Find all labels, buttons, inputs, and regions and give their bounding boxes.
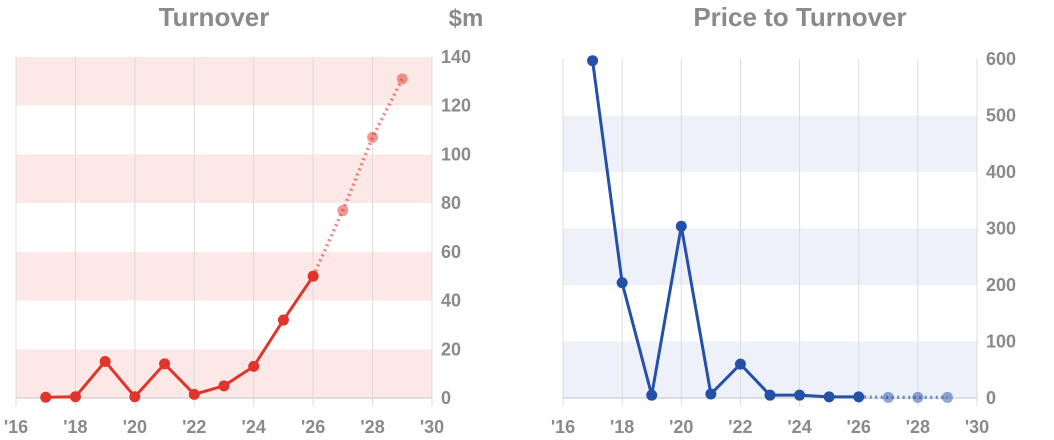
x-tick-label: '18 (610, 417, 634, 437)
data-point (734, 358, 746, 370)
forecast-point (912, 391, 924, 403)
chart-title: Turnover (159, 2, 270, 32)
y-tick-label: 80 (441, 193, 461, 213)
y-tick-label: 500 (986, 106, 1016, 126)
x-tick-label: '20 (669, 417, 693, 437)
x-tick-label: '30 (965, 417, 989, 437)
y-tick-label: 0 (441, 388, 451, 408)
grid-band (563, 228, 977, 285)
y-tick-label: 100 (986, 332, 1016, 352)
x-tick-label: '24 (787, 417, 811, 437)
grid-band (563, 341, 977, 398)
x-tick-label: '20 (123, 417, 147, 437)
grid-band (16, 251, 432, 301)
grid-band (16, 154, 432, 204)
grid-band (16, 57, 432, 106)
forecast-line (858, 395, 948, 400)
turnover-chart: Turnover $m '16 '18 '20 '22 '24 '26 '28 '30 0 20 4… (4, 2, 484, 437)
data-point (823, 391, 835, 403)
background-bands (563, 115, 977, 398)
chart-title: Price to Turnover (693, 2, 906, 32)
y-tick-label: 200 (986, 275, 1016, 295)
series-line (591, 60, 859, 399)
x-tick-label: '28 (360, 417, 384, 437)
data-point (159, 358, 171, 370)
data-point (794, 389, 806, 401)
x-tick-label: '22 (728, 417, 752, 437)
data-series (587, 55, 953, 403)
data-series (40, 73, 408, 403)
x-tick-label: '26 (847, 417, 871, 437)
y-tick-label: 20 (441, 339, 461, 359)
forecast-line (311, 78, 404, 277)
data-point (99, 355, 111, 367)
x-tick-label: '18 (63, 417, 87, 437)
x-axis-ticks: '16 '18 '20 '22 '24 '26 '28 '30 (4, 417, 444, 437)
price-to-turnover-chart: Price to Turnover '16'18'20'22'24'26'28 '… (551, 2, 1016, 437)
y-axis-unit-label: $m (449, 5, 484, 32)
x-tick-label: '28 (906, 417, 930, 437)
data-point (587, 55, 599, 67)
grid-band (563, 115, 977, 172)
forecast-point (396, 73, 408, 85)
series-line (45, 275, 315, 399)
data-point (40, 391, 52, 403)
data-point (188, 388, 200, 400)
data-point (129, 391, 141, 403)
y-axis-ticks: 0 20 40 60 80 100 120 140 (441, 47, 471, 408)
y-tick-label: 40 (441, 291, 461, 311)
x-tick-label: '26 (301, 417, 325, 437)
y-tick-label: 300 (986, 219, 1016, 239)
x-tick-label: '16 (4, 417, 28, 437)
forecast-point (367, 131, 379, 143)
data-point (277, 314, 289, 326)
grid-lines (15, 57, 433, 406)
data-point (218, 380, 230, 392)
y-tick-label: 120 (441, 96, 471, 116)
data-point (764, 389, 776, 401)
y-tick-label: 140 (441, 47, 471, 67)
y-tick-label: 100 (441, 144, 471, 164)
y-tick-label: 60 (441, 242, 461, 262)
grid-lines (562, 59, 978, 406)
forecast-point (941, 391, 953, 403)
y-tick-label: 0 (986, 388, 996, 408)
x-tick-label: '24 (242, 417, 266, 437)
x-tick-label: '16 (551, 417, 575, 437)
x-tick-label: '22 (182, 417, 206, 437)
data-point (248, 360, 260, 372)
data-point (69, 391, 81, 403)
data-point (675, 220, 687, 232)
background-bands (16, 57, 432, 398)
y-tick-label: 600 (986, 49, 1016, 69)
x-axis-ticks: '16 '18 '20 '22 '24 '26 '28 '30 (551, 417, 989, 437)
forecast-point (882, 391, 894, 403)
x-tick-label: '30 (420, 417, 444, 437)
data-point (705, 388, 717, 400)
forecast-point (337, 204, 349, 216)
y-tick-label: 400 (986, 162, 1016, 182)
data-point (616, 277, 628, 289)
data-point (646, 389, 658, 401)
y-axis-ticks: 0 100 200 300 400 500 600 (986, 49, 1016, 408)
